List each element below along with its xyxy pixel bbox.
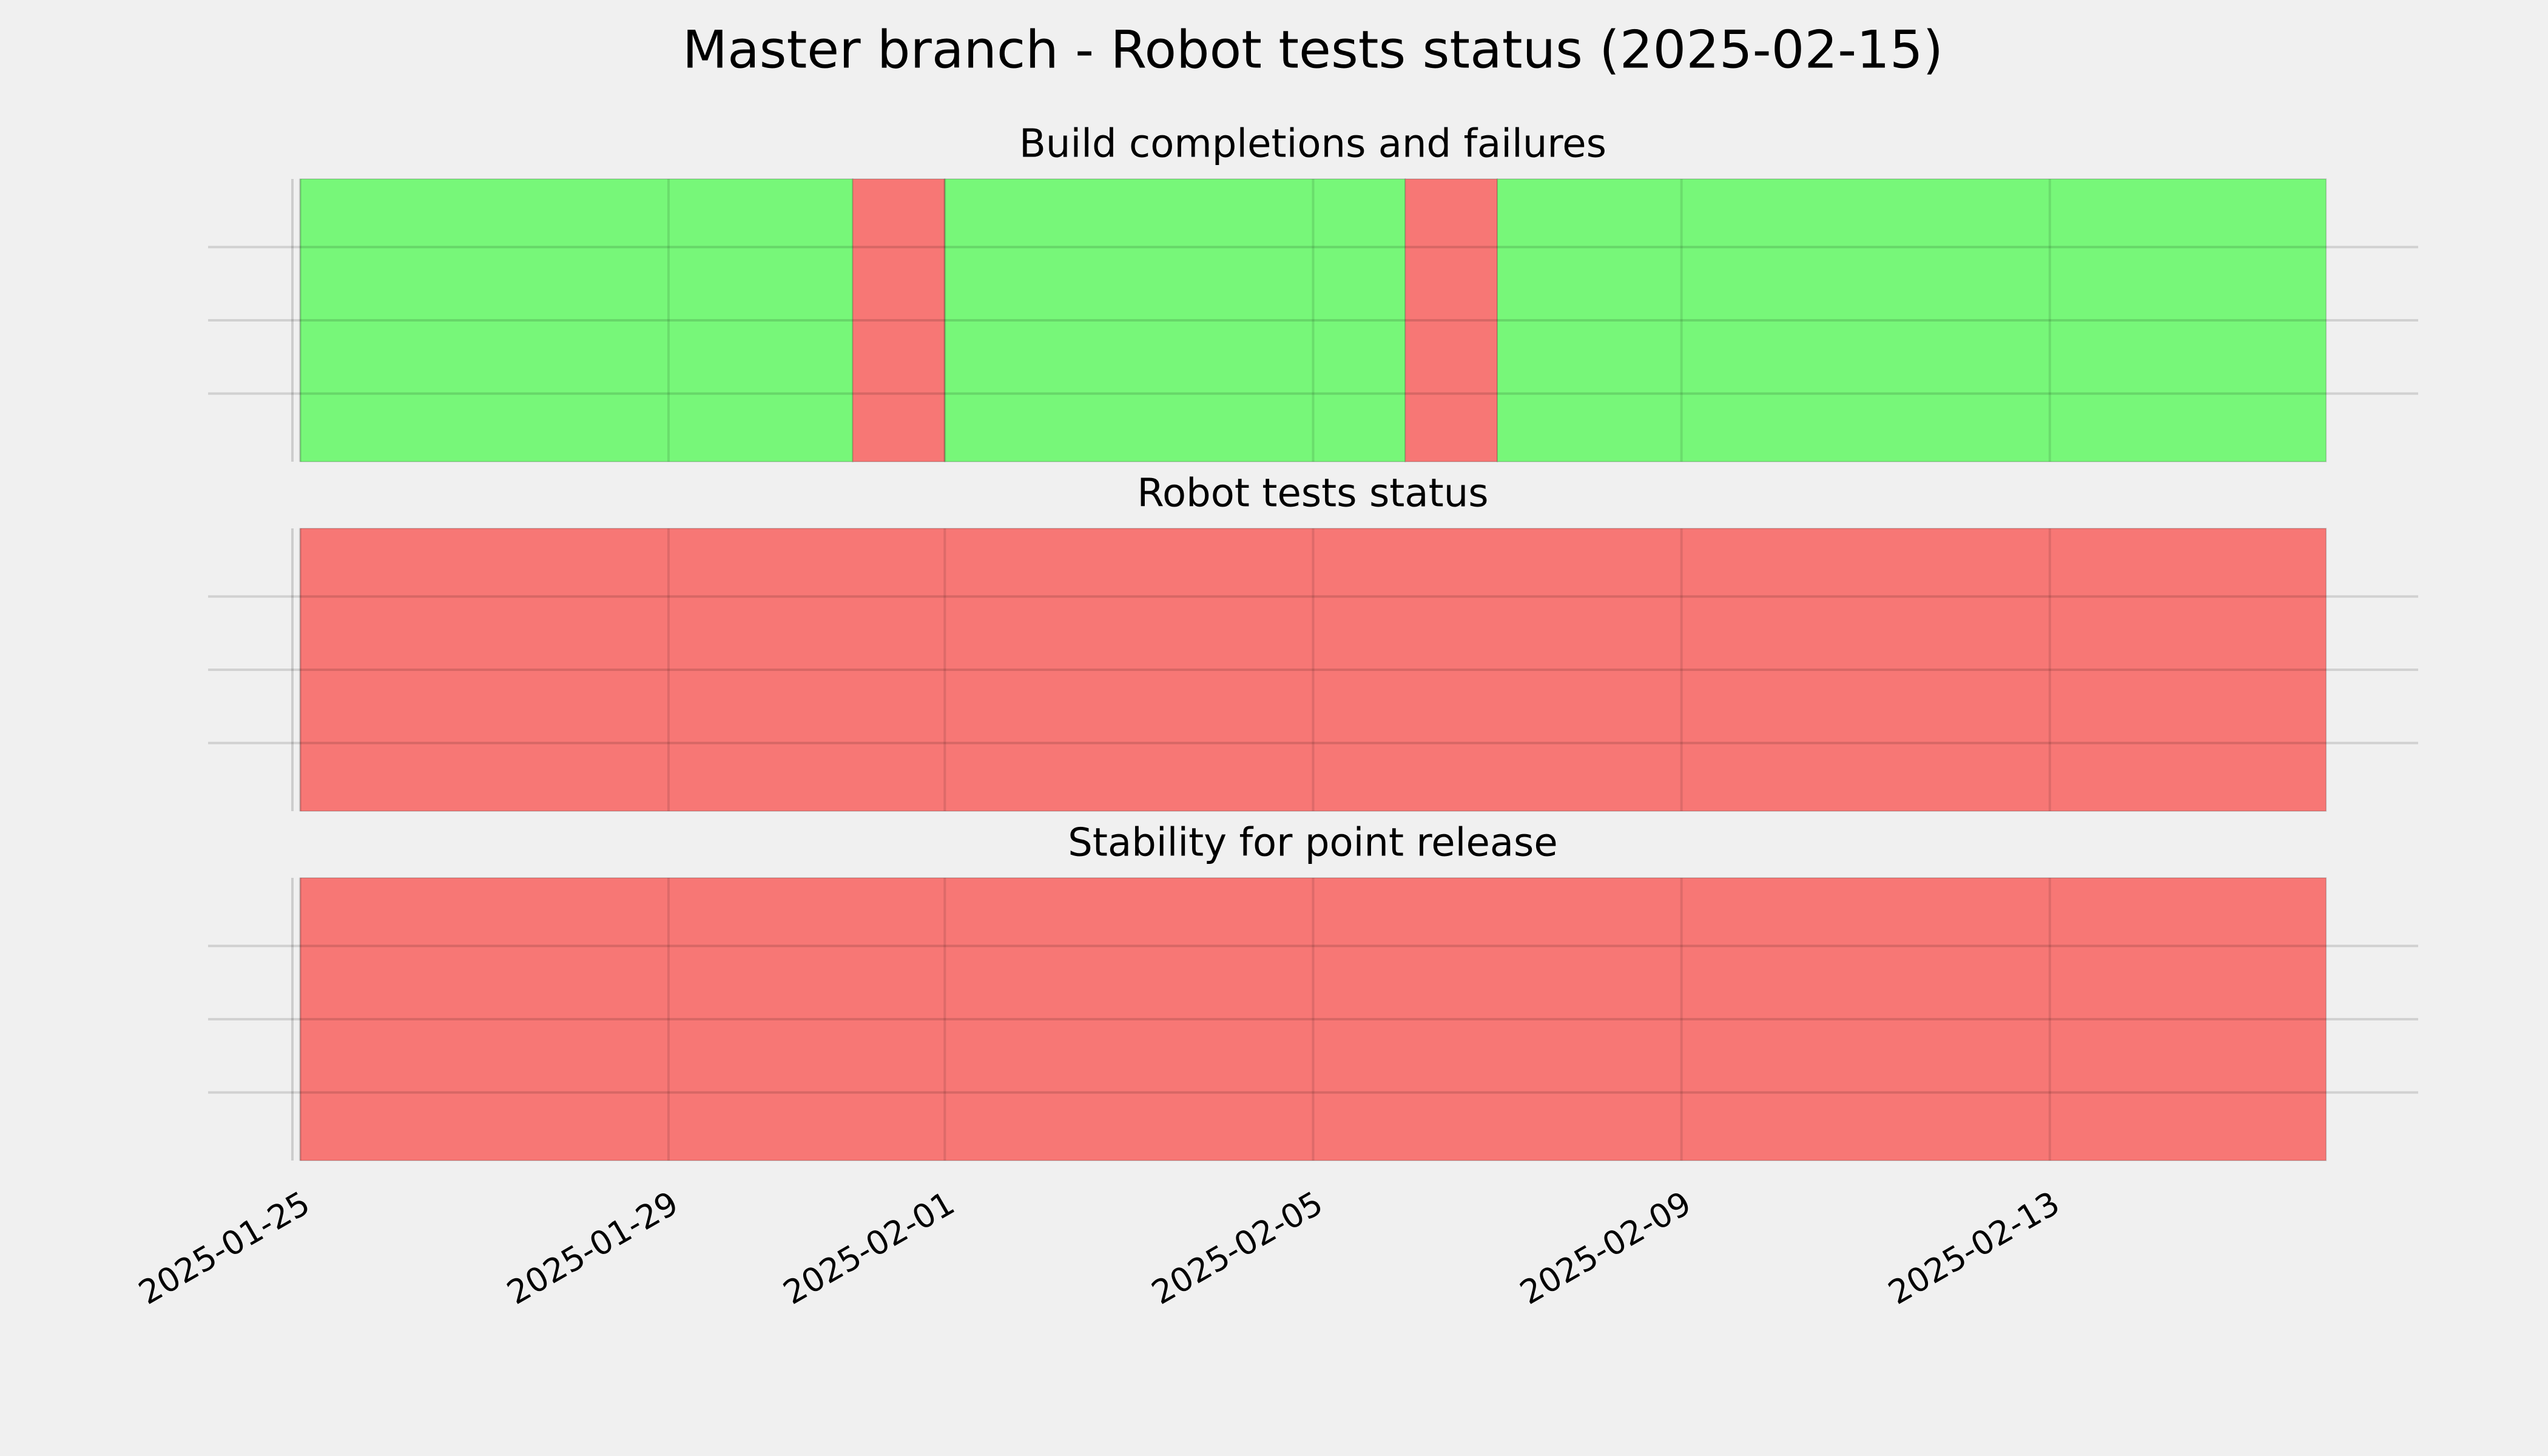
- panel-title: Robot tests status: [1137, 471, 1488, 516]
- status-segment: [1404, 178, 1498, 462]
- status-segment: [944, 178, 1406, 462]
- panel-title: Stability for point release: [1068, 821, 1558, 866]
- status-segment: [299, 877, 2327, 1161]
- panel-title: Build completions and failures: [1019, 122, 1606, 167]
- status-segment: [852, 178, 946, 462]
- status-segment: [299, 528, 2327, 812]
- status-segment: [299, 178, 854, 462]
- chart-title: Master branch - Robot tests status (2025…: [682, 19, 1943, 80]
- status-segment: [1497, 178, 2327, 462]
